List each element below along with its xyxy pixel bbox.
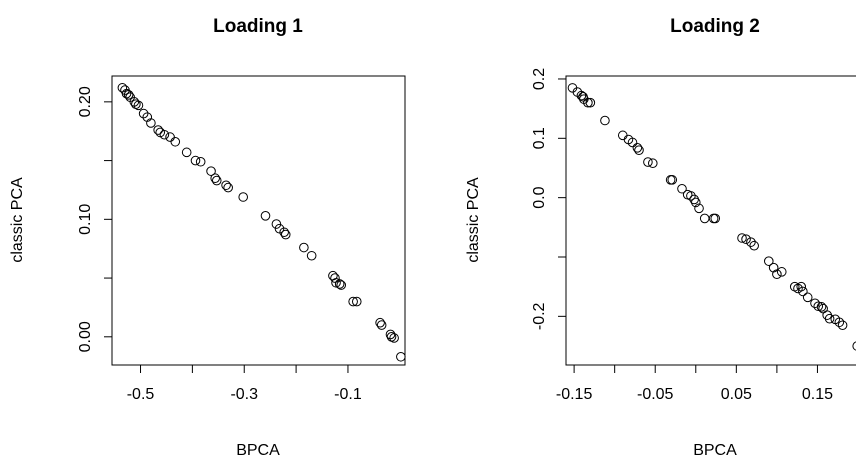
- data-point: [351, 296, 362, 307]
- data-point: [600, 115, 610, 126]
- data-point: [279, 227, 289, 238]
- data-point: [211, 175, 222, 186]
- data-point: [689, 194, 699, 205]
- data-point: [181, 147, 192, 158]
- data-point: [121, 88, 132, 99]
- x-tick-label: -0.05: [637, 386, 674, 403]
- x-tick-label: -0.5: [127, 386, 155, 403]
- data-point: [824, 313, 835, 324]
- data-point: [280, 229, 291, 240]
- data-point: [816, 302, 827, 312]
- y-tick-label: 0.10: [77, 204, 94, 235]
- data-point: [221, 180, 231, 191]
- data-point: [210, 173, 220, 184]
- data-point: [690, 197, 701, 208]
- data-point: [737, 233, 747, 243]
- data-point: [396, 351, 406, 362]
- y-tick-label: 0.1: [531, 127, 548, 149]
- y-tick-label: 0.0: [531, 186, 548, 208]
- x-tick-label: 0.15: [802, 386, 833, 403]
- data-point: [376, 320, 387, 330]
- data-point: [834, 317, 845, 328]
- data-point: [223, 182, 233, 193]
- data-point: [306, 250, 317, 261]
- data-point: [796, 281, 807, 292]
- data-point: [170, 136, 181, 147]
- points: [117, 82, 406, 362]
- data-point: [772, 269, 782, 280]
- data-point: [138, 108, 149, 119]
- data-point: [741, 234, 751, 244]
- data-point: [798, 286, 808, 297]
- data-point: [763, 256, 774, 266]
- data-point: [694, 203, 704, 214]
- data-point: [852, 341, 856, 351]
- data-point: [617, 130, 628, 141]
- data-point: [667, 175, 678, 185]
- data-point: [348, 296, 358, 307]
- chart-loading-2: Loading 2 -0.15 -0.05 0.05 0.15 -0.2 0.0 0.1 0…: [465, 16, 856, 459]
- y-axis: -0.2 0.0 0.1 0.2: [531, 68, 567, 330]
- data-point: [813, 301, 824, 312]
- points: [567, 83, 856, 351]
- plot-frame: [111, 75, 406, 366]
- data-point: [299, 242, 309, 253]
- data-point: [375, 317, 385, 328]
- data-point: [634, 145, 644, 155]
- y-tick-label: 0.20: [77, 86, 94, 117]
- data-point: [583, 97, 593, 108]
- data-point: [117, 82, 128, 93]
- data-point: [336, 280, 347, 290]
- data-point: [643, 157, 653, 167]
- data-point: [389, 333, 399, 343]
- data-point: [260, 211, 271, 221]
- data-point: [585, 97, 596, 108]
- chart-title: Loading 1: [213, 16, 303, 37]
- y-tick-label: 0.00: [77, 321, 94, 352]
- data-point: [123, 89, 134, 100]
- x-tick-label: -0.3: [230, 386, 258, 403]
- data-point: [802, 292, 813, 303]
- data-point: [195, 156, 206, 167]
- data-point: [206, 166, 216, 176]
- data-point: [677, 183, 687, 194]
- data-point: [238, 192, 249, 202]
- data-point: [153, 125, 163, 135]
- x-tick-label: -0.15: [556, 386, 593, 403]
- y-axis-label: classic PCA: [465, 177, 482, 263]
- data-point: [159, 129, 170, 140]
- chart-title: Loading 2: [670, 16, 760, 37]
- data-point: [776, 267, 787, 277]
- data-point: [165, 132, 175, 142]
- data-point: [330, 273, 340, 283]
- data-point: [647, 158, 658, 169]
- data-point: [686, 191, 696, 201]
- data-point: [749, 240, 759, 251]
- x-axis-label: BPCA: [236, 442, 280, 459]
- data-point: [632, 143, 643, 153]
- data-point: [818, 303, 828, 314]
- x-tick-label: -0.1: [334, 386, 362, 403]
- x-axis: -0.15 -0.05 0.05 0.15: [556, 364, 833, 403]
- data-point: [190, 155, 201, 166]
- data-point: [710, 213, 721, 224]
- data-point: [133, 100, 144, 111]
- data-point: [334, 279, 345, 289]
- data-point: [768, 262, 779, 273]
- chart-loading-1: Loading 1 -0.5 -0.3 -0.1 0.00 0.10 0.20 BPCA…: [9, 16, 406, 459]
- y-tick-label: 0.2: [531, 68, 548, 90]
- x-axis-label: BPCA: [693, 442, 737, 459]
- data-point: [627, 137, 638, 148]
- y-axis: 0.00 0.10 0.20: [77, 86, 113, 352]
- x-tick-label: 0.05: [721, 386, 752, 403]
- data-point: [837, 320, 848, 331]
- data-point: [699, 213, 710, 224]
- y-axis-label: classic PCA: [9, 177, 26, 263]
- x-axis: -0.5 -0.3 -0.1: [127, 364, 362, 403]
- data-point: [271, 219, 282, 229]
- data-point: [146, 118, 156, 128]
- y-tick-label: -0.2: [531, 302, 548, 330]
- data-point: [746, 237, 756, 247]
